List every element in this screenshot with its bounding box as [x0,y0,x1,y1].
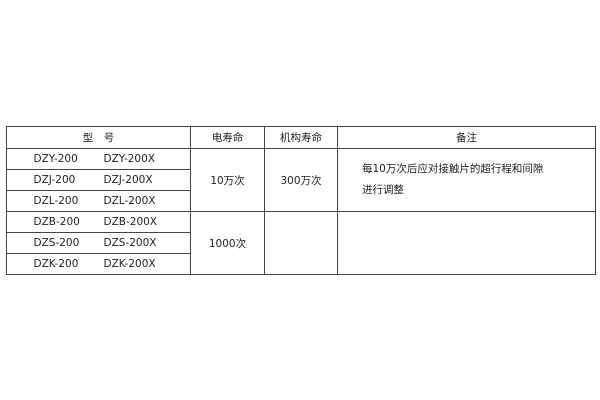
remark-line: 进行调整 [362,184,404,196]
header-row: 型 号 电寿命 机构寿命 备注 [6,126,596,149]
model-cell: DZS-200 DZS-200X [6,232,191,254]
remark-line: 每10万次后应对接触片的超行程和间隙 [362,163,544,175]
header-mechanical-life: 机构寿命 [264,126,338,149]
table-row: DZL-200 DZL-200X [6,190,596,212]
model-x: DZJ-200X [103,174,153,186]
table-row: DZK-200 DZK-200X [6,253,596,275]
model: DZK-200 [33,258,79,270]
electrical-life-cell: 1000次 [190,211,265,275]
remark-cell: 每10万次后应对接触片的超行程和间隙 进行调整 [337,148,596,212]
model: DZB-200 [33,216,80,228]
model-x: DZY-200X [103,153,155,165]
model-x: DZL-200X [103,195,156,207]
header-remark: 备注 [337,126,596,149]
model-x: DZS-200X [103,237,157,249]
spec-table: 型 号 电寿命 机构寿命 备注 DZY-200 DZY-200X 10万次 300… [6,126,596,275]
model: DZJ-200 [33,174,76,186]
mechanical-life-cell: 300万次 [264,148,338,212]
model-cell: DZJ-200 DZJ-200X [6,169,191,191]
model-x: DZK-200X [103,258,156,270]
mechanical-life-cell [264,211,338,275]
model: DZS-200 [33,237,80,249]
electrical-life-cell: 10万次 [190,148,265,212]
model-cell: DZB-200 DZB-200X [6,211,191,233]
model-cell: DZY-200 DZY-200X [6,148,191,170]
model-cell: DZL-200 DZL-200X [6,190,191,212]
model: DZY-200 [33,153,78,165]
header-electrical-life: 电寿命 [190,126,265,149]
remark-cell [337,211,596,275]
model-cell: DZK-200 DZK-200X [6,253,191,275]
model: DZL-200 [33,195,79,207]
table-row: DZB-200 DZB-200X 1000次 [6,211,596,275]
table-row: DZY-200 DZY-200X 10万次 300万次 每10万次后应对接触片的超… [6,148,596,212]
header-model: 型 号 [6,126,191,149]
model-x: DZB-200X [103,216,158,228]
